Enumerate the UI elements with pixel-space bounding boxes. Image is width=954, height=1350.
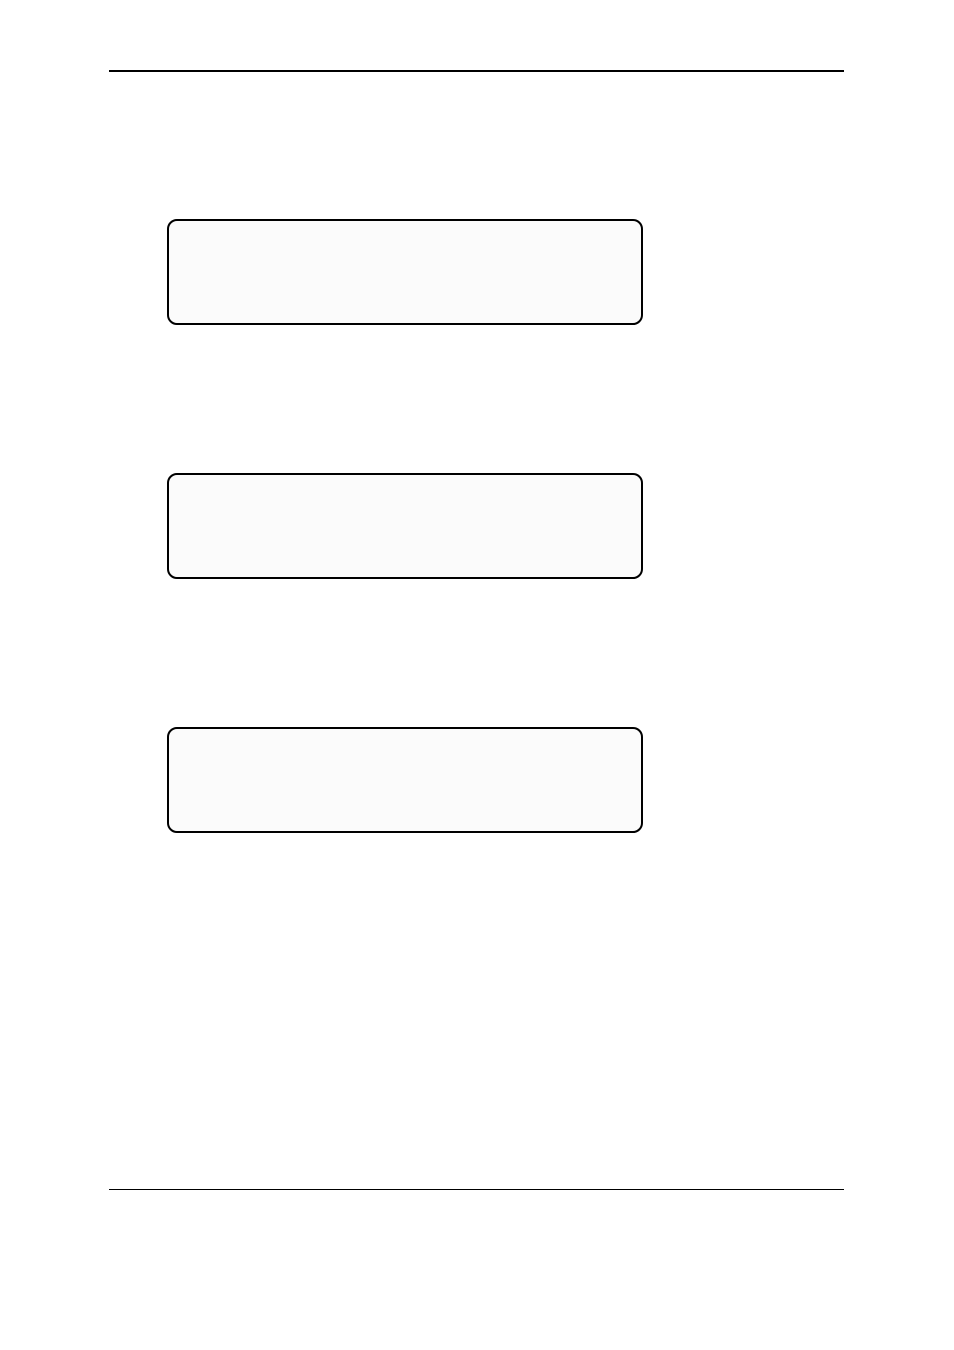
content-box-1 bbox=[167, 219, 643, 325]
footer-rule bbox=[109, 1189, 844, 1190]
header-rule bbox=[109, 70, 844, 72]
page bbox=[0, 0, 954, 1350]
content-box-2 bbox=[167, 473, 643, 579]
content-box-3 bbox=[167, 727, 643, 833]
